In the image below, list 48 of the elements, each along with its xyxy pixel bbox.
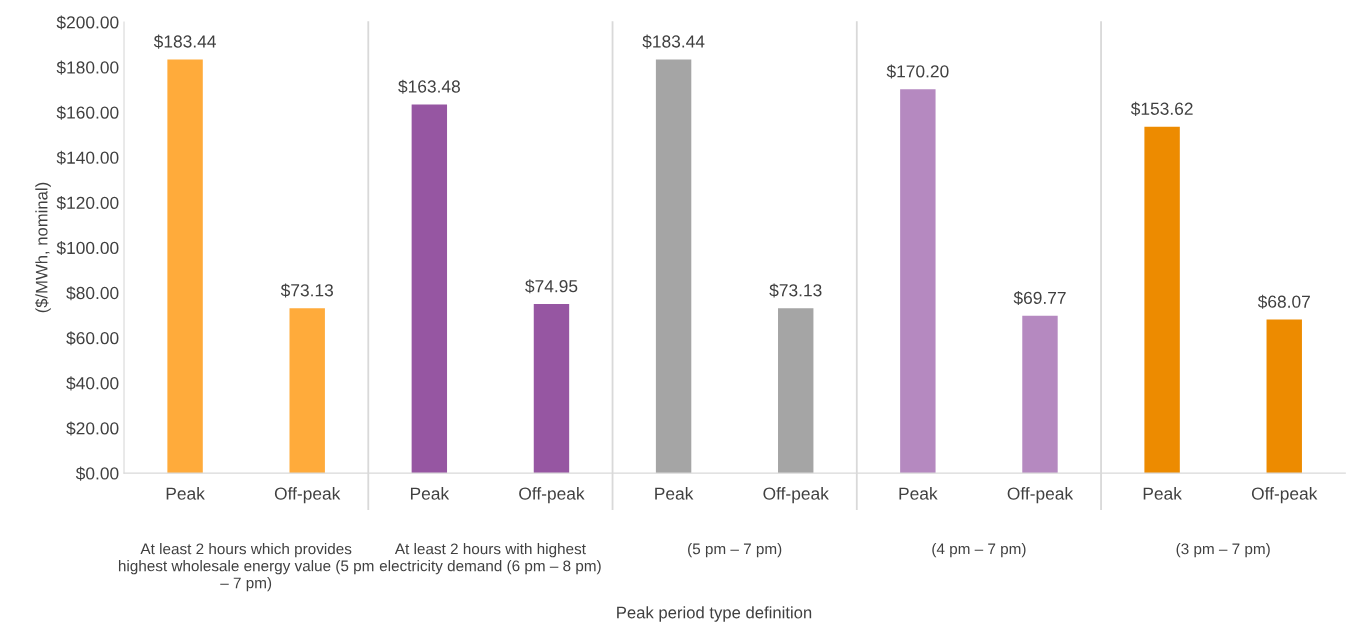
bar bbox=[1022, 315, 1058, 474]
bar bbox=[778, 308, 814, 474]
data-label: $68.07 bbox=[1257, 294, 1310, 309]
data-label: $163.48 bbox=[398, 79, 460, 94]
text: At least 2 hours with highest electricity demand (6 pm – 8 pm) bbox=[379, 543, 601, 575]
x-tick-label: Off-peak bbox=[1251, 487, 1318, 504]
data-label: $183.44 bbox=[153, 34, 216, 49]
y-tick-label: $60.00 bbox=[66, 331, 119, 346]
data-label: $183.44 bbox=[642, 34, 705, 49]
bar bbox=[411, 104, 448, 474]
y-tick-label: $160.00 bbox=[56, 105, 119, 120]
x-tick-label: Peak bbox=[1143, 487, 1182, 500]
bar bbox=[533, 304, 570, 474]
data-label: $69.77 bbox=[1013, 290, 1066, 306]
y-tick-label: $80.00 bbox=[66, 286, 119, 301]
y-tick-label: $40.00 bbox=[66, 376, 119, 391]
bar bbox=[900, 89, 936, 474]
text: At least 2 hours which provides highest wholesale energy value (5 pm – 7 pm) bbox=[118, 543, 374, 592]
x-tick-label: Off-peak bbox=[519, 487, 585, 504]
y-tick-label: $200.00 bbox=[56, 15, 119, 30]
x-tick-label: Peak bbox=[410, 487, 450, 500]
data-label: $153.62 bbox=[1130, 101, 1193, 116]
x-tick-label: Peak bbox=[166, 487, 205, 500]
y-tick-label: $120.00 bbox=[56, 195, 119, 210]
bar bbox=[1266, 319, 1302, 474]
x-tick-label: Off-peak bbox=[274, 487, 341, 504]
bar bbox=[289, 308, 325, 474]
x-tick-label: Peak bbox=[655, 487, 694, 500]
text: (3 pm – 7 pm) bbox=[1176, 543, 1270, 558]
x-tick-label: Off-peak bbox=[763, 487, 829, 504]
bar bbox=[167, 59, 203, 474]
text: (5 pm – 7 pm) bbox=[688, 543, 782, 558]
text: (4 pm – 7 pm) bbox=[932, 543, 1026, 558]
y-axis-title: ($/MWh, nominal) bbox=[35, 182, 51, 313]
data-label: $73.13 bbox=[769, 283, 822, 298]
y-tick-label: $140.00 bbox=[56, 150, 119, 165]
y-tick-label: $0.00 bbox=[75, 466, 119, 481]
bar bbox=[1144, 126, 1180, 474]
x-tick-label: Off-peak bbox=[1007, 487, 1074, 504]
data-label: $73.13 bbox=[280, 283, 333, 298]
x-tick-label: Peak bbox=[899, 487, 938, 500]
data-label: $74.95 bbox=[525, 279, 578, 294]
y-tick-label: $100.00 bbox=[56, 241, 119, 256]
y-tick-label: $20.00 bbox=[66, 421, 119, 436]
data-label: $170.20 bbox=[886, 64, 949, 79]
text: Peak period type definition bbox=[617, 606, 812, 622]
bar bbox=[655, 59, 692, 474]
y-tick-label: $180.00 bbox=[56, 60, 119, 75]
